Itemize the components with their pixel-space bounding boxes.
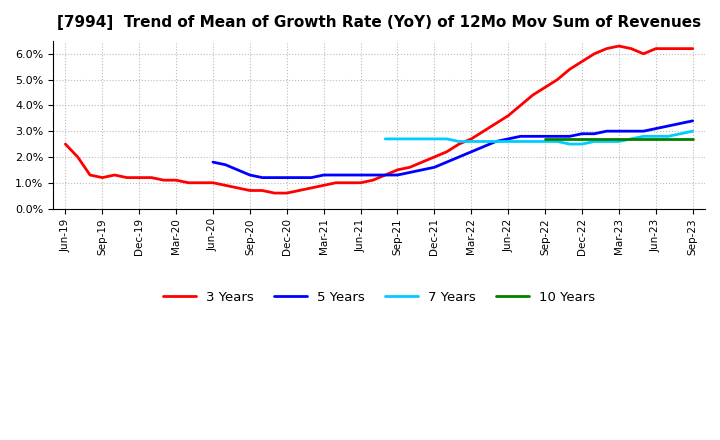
5 Years bbox=[553, 134, 562, 139]
5 Years bbox=[676, 121, 685, 126]
10 Years bbox=[590, 136, 598, 142]
5 Years bbox=[246, 172, 254, 178]
5 Years bbox=[541, 134, 549, 139]
5 Years bbox=[320, 172, 328, 178]
5 Years bbox=[258, 175, 266, 180]
5 Years bbox=[615, 128, 624, 134]
5 Years bbox=[332, 172, 341, 178]
7 Years bbox=[541, 139, 549, 144]
5 Years bbox=[639, 128, 648, 134]
5 Years bbox=[393, 172, 402, 178]
3 Years bbox=[61, 141, 70, 147]
10 Years bbox=[639, 136, 648, 142]
5 Years bbox=[381, 172, 390, 178]
3 Years bbox=[615, 44, 624, 49]
5 Years bbox=[356, 172, 365, 178]
5 Years bbox=[577, 131, 586, 136]
3 Years bbox=[454, 141, 463, 147]
7 Years bbox=[492, 139, 500, 144]
Line: 5 Years: 5 Years bbox=[213, 121, 693, 178]
5 Years bbox=[504, 136, 513, 142]
5 Years bbox=[652, 126, 660, 131]
Line: 3 Years: 3 Years bbox=[66, 46, 693, 193]
10 Years bbox=[602, 136, 611, 142]
7 Years bbox=[516, 139, 525, 144]
10 Years bbox=[615, 136, 624, 142]
10 Years bbox=[553, 136, 562, 142]
7 Years bbox=[381, 136, 390, 142]
7 Years bbox=[577, 141, 586, 147]
7 Years bbox=[418, 136, 426, 142]
7 Years bbox=[627, 136, 636, 142]
Line: 7 Years: 7 Years bbox=[385, 131, 693, 144]
7 Years bbox=[590, 139, 598, 144]
5 Years bbox=[565, 134, 574, 139]
Title: [7994]  Trend of Mean of Growth Rate (YoY) of 12Mo Mov Sum of Revenues: [7994] Trend of Mean of Growth Rate (YoY… bbox=[57, 15, 701, 30]
7 Years bbox=[528, 139, 537, 144]
5 Years bbox=[602, 128, 611, 134]
10 Years bbox=[664, 136, 672, 142]
5 Years bbox=[233, 167, 242, 172]
5 Years bbox=[492, 139, 500, 144]
10 Years bbox=[688, 136, 697, 142]
7 Years bbox=[553, 139, 562, 144]
7 Years bbox=[504, 139, 513, 144]
5 Years bbox=[688, 118, 697, 124]
3 Years bbox=[270, 191, 279, 196]
3 Years bbox=[405, 165, 414, 170]
10 Years bbox=[652, 136, 660, 142]
5 Years bbox=[480, 144, 488, 149]
5 Years bbox=[282, 175, 291, 180]
7 Years bbox=[480, 139, 488, 144]
5 Years bbox=[442, 159, 451, 165]
10 Years bbox=[541, 136, 549, 142]
10 Years bbox=[676, 136, 685, 142]
7 Years bbox=[565, 141, 574, 147]
3 Years bbox=[110, 172, 119, 178]
5 Years bbox=[418, 167, 426, 172]
5 Years bbox=[467, 149, 476, 154]
7 Years bbox=[602, 139, 611, 144]
7 Years bbox=[652, 134, 660, 139]
10 Years bbox=[577, 136, 586, 142]
7 Years bbox=[676, 131, 685, 136]
3 Years bbox=[480, 128, 488, 134]
5 Years bbox=[270, 175, 279, 180]
7 Years bbox=[467, 139, 476, 144]
5 Years bbox=[627, 128, 636, 134]
Legend: 3 Years, 5 Years, 7 Years, 10 Years: 3 Years, 5 Years, 7 Years, 10 Years bbox=[157, 286, 600, 309]
7 Years bbox=[688, 128, 697, 134]
5 Years bbox=[528, 134, 537, 139]
5 Years bbox=[344, 172, 353, 178]
7 Years bbox=[405, 136, 414, 142]
7 Years bbox=[615, 139, 624, 144]
5 Years bbox=[664, 123, 672, 128]
7 Years bbox=[430, 136, 438, 142]
7 Years bbox=[639, 134, 648, 139]
10 Years bbox=[565, 136, 574, 142]
5 Years bbox=[294, 175, 303, 180]
5 Years bbox=[307, 175, 315, 180]
5 Years bbox=[405, 170, 414, 175]
5 Years bbox=[516, 134, 525, 139]
5 Years bbox=[221, 162, 230, 167]
3 Years bbox=[294, 188, 303, 193]
5 Years bbox=[209, 159, 217, 165]
7 Years bbox=[664, 134, 672, 139]
3 Years bbox=[369, 177, 377, 183]
7 Years bbox=[442, 136, 451, 142]
5 Years bbox=[590, 131, 598, 136]
5 Years bbox=[430, 165, 438, 170]
5 Years bbox=[369, 172, 377, 178]
7 Years bbox=[393, 136, 402, 142]
7 Years bbox=[454, 139, 463, 144]
5 Years bbox=[454, 154, 463, 160]
3 Years bbox=[688, 46, 697, 51]
10 Years bbox=[627, 136, 636, 142]
